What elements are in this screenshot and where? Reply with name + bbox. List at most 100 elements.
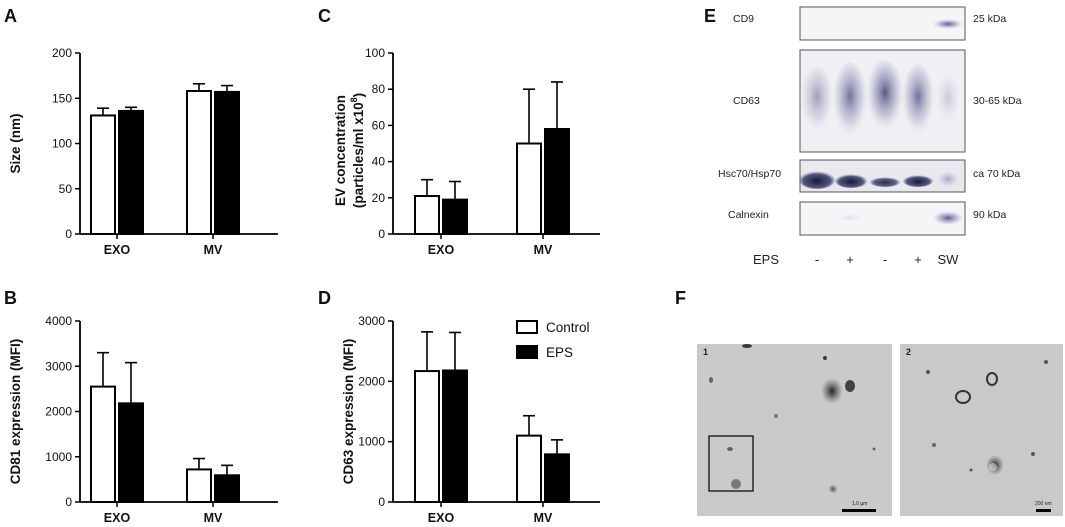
wb-band-hsc70-sw <box>937 172 959 188</box>
bar-control-exo <box>90 385 116 503</box>
x-tick-label: MV <box>204 243 223 257</box>
wb-lane-label: - <box>883 252 887 267</box>
micrograph-1-number: 1 <box>703 347 708 357</box>
wb-size-hsc70: ca 70 kDa <box>973 168 1020 180</box>
micrograph-1-particle <box>872 447 876 451</box>
wb-band-hsc70-lane4 <box>903 175 933 187</box>
micrograph-2-number: 2 <box>906 347 911 357</box>
micrograph-2-scale-label: 200 nm <box>1035 501 1052 507</box>
legend-label-control: Control <box>546 320 590 335</box>
x-tick-label: EXO <box>104 243 131 257</box>
wb-band-cd9-sw <box>933 19 963 29</box>
wb-band-cd63-lane2 <box>833 62 867 138</box>
y-tick-label: 150 <box>52 91 72 105</box>
wb-size-cd63: 30-65 kDa <box>973 95 1022 107</box>
wb-band-calnexin-lane2 <box>838 214 862 222</box>
chart-cd63-expression: 0 1000 2000 3000 EXO MV CD63 expression (MFI) <box>341 314 600 525</box>
legend-label-eps: EPS <box>546 345 573 360</box>
y-axis-label: Size (nm) <box>8 113 23 173</box>
bar-control-mv <box>186 90 212 236</box>
micrograph-2-particle <box>969 468 973 472</box>
wb-band-hsc70-lane3 <box>870 177 900 187</box>
y-tick-label: 3000 <box>45 359 72 373</box>
micrograph-2-scale-bar <box>1036 509 1051 512</box>
wb-condition-label: EPS <box>753 252 779 267</box>
micrograph-2-background <box>900 344 1063 516</box>
micrograph-1-particle <box>828 484 838 494</box>
micrograph-2-vesicle-core <box>989 463 997 471</box>
wb-lane-label: + <box>846 252 854 267</box>
wb-band-calnexin-sw <box>933 211 963 225</box>
bar-eps-mv <box>544 453 570 504</box>
wb-lane-label: + <box>914 252 922 267</box>
panel-letter-f: F <box>675 288 686 308</box>
y-tick-label: 40 <box>372 155 386 169</box>
micrograph-1-particle <box>742 344 752 348</box>
panel-letter-e: E <box>704 6 716 26</box>
micrograph-2: 2 200 nm <box>900 344 1063 516</box>
y-tick-label: 100 <box>365 46 385 60</box>
micrograph-2-vesicle <box>955 390 971 404</box>
wb-membrane-calnexin <box>799 201 966 236</box>
x-tick-label: MV <box>534 243 553 257</box>
bar-eps-exo <box>118 109 144 235</box>
micrograph-1-particle <box>727 447 733 451</box>
y-axis-label-line2: (particles/ml x108) <box>349 93 366 208</box>
y-tick-label: 3000 <box>358 314 385 328</box>
wb-band-hsc70-lane1 <box>799 171 835 189</box>
chart-cd81-expression: 0 1000 2000 3000 4000 EXO MV CD81 expression (M… <box>8 314 278 525</box>
panel-letter-b: B <box>4 288 17 308</box>
legend: Control EPS <box>516 320 590 360</box>
panel-letter-c: C <box>318 6 331 26</box>
bar-control-exo <box>90 114 116 235</box>
bar-eps-exo <box>118 402 144 504</box>
x-tick-label: EXO <box>428 243 455 257</box>
wb-size-calnexin: 90 kDa <box>973 209 1006 221</box>
wb-size-cd9: 25 kDa <box>973 13 1006 25</box>
y-tick-label: 4000 <box>45 314 72 328</box>
y-tick-label: 0 <box>378 227 385 241</box>
bar-eps-mv <box>214 474 240 503</box>
wb-protein-cd9: CD9 <box>733 13 754 25</box>
y-tick-label: 0 <box>65 495 72 509</box>
bar-control-mv <box>516 434 542 503</box>
chart-size: 0 50 100 150 200 EXO MV Size (nm) <box>8 46 278 257</box>
y-tick-label: 80 <box>372 82 386 96</box>
micrograph-2-particle <box>932 443 936 447</box>
legend-swatch-eps <box>516 345 538 359</box>
micrograph-1-inset-box <box>708 435 754 492</box>
y-axis-label: CD63 expression (MFI) <box>341 339 356 485</box>
y-tick-label: 2000 <box>45 405 72 419</box>
micrograph-2-particle <box>926 370 930 374</box>
y-axis-label: CD81 expression (MFI) <box>8 339 23 485</box>
y-tick-label: 2000 <box>358 374 385 388</box>
micrograph-1-particle <box>845 380 855 392</box>
y-axis-label: EV concentration <box>333 95 348 206</box>
wb-band-cd63-sw <box>936 74 960 126</box>
bar-eps-mv <box>544 128 570 236</box>
x-tick-label: EXO <box>104 511 131 525</box>
bar-eps-exo <box>442 198 468 235</box>
y-tick-label: 60 <box>372 118 386 132</box>
micrograph-2-particle <box>1044 360 1048 364</box>
micrograph-1-particle <box>823 356 827 360</box>
bar-control-exo <box>414 194 440 236</box>
legend-swatch-control <box>516 320 538 334</box>
wb-lane-label: - <box>815 252 819 267</box>
micrograph-1-particle <box>774 414 778 418</box>
x-tick-label: MV <box>534 511 553 525</box>
micrograph-1-scale-bar <box>842 509 876 512</box>
bar-control-mv <box>186 468 212 504</box>
bar-eps-exo <box>442 369 468 503</box>
micrograph-1-shade <box>697 344 892 516</box>
micrograph-1-background <box>697 344 892 516</box>
y-tick-label: 0 <box>378 495 385 509</box>
wb-band-cd63-lane3 <box>867 60 903 132</box>
micrograph-1-particle <box>709 377 713 383</box>
wb-band-cd63-lane4 <box>902 64 934 136</box>
bar-control-mv <box>516 142 542 235</box>
wb-band-cd63-lane1 <box>801 66 833 134</box>
y-tick-label: 200 <box>52 46 72 60</box>
bar-eps-mv <box>214 90 240 236</box>
